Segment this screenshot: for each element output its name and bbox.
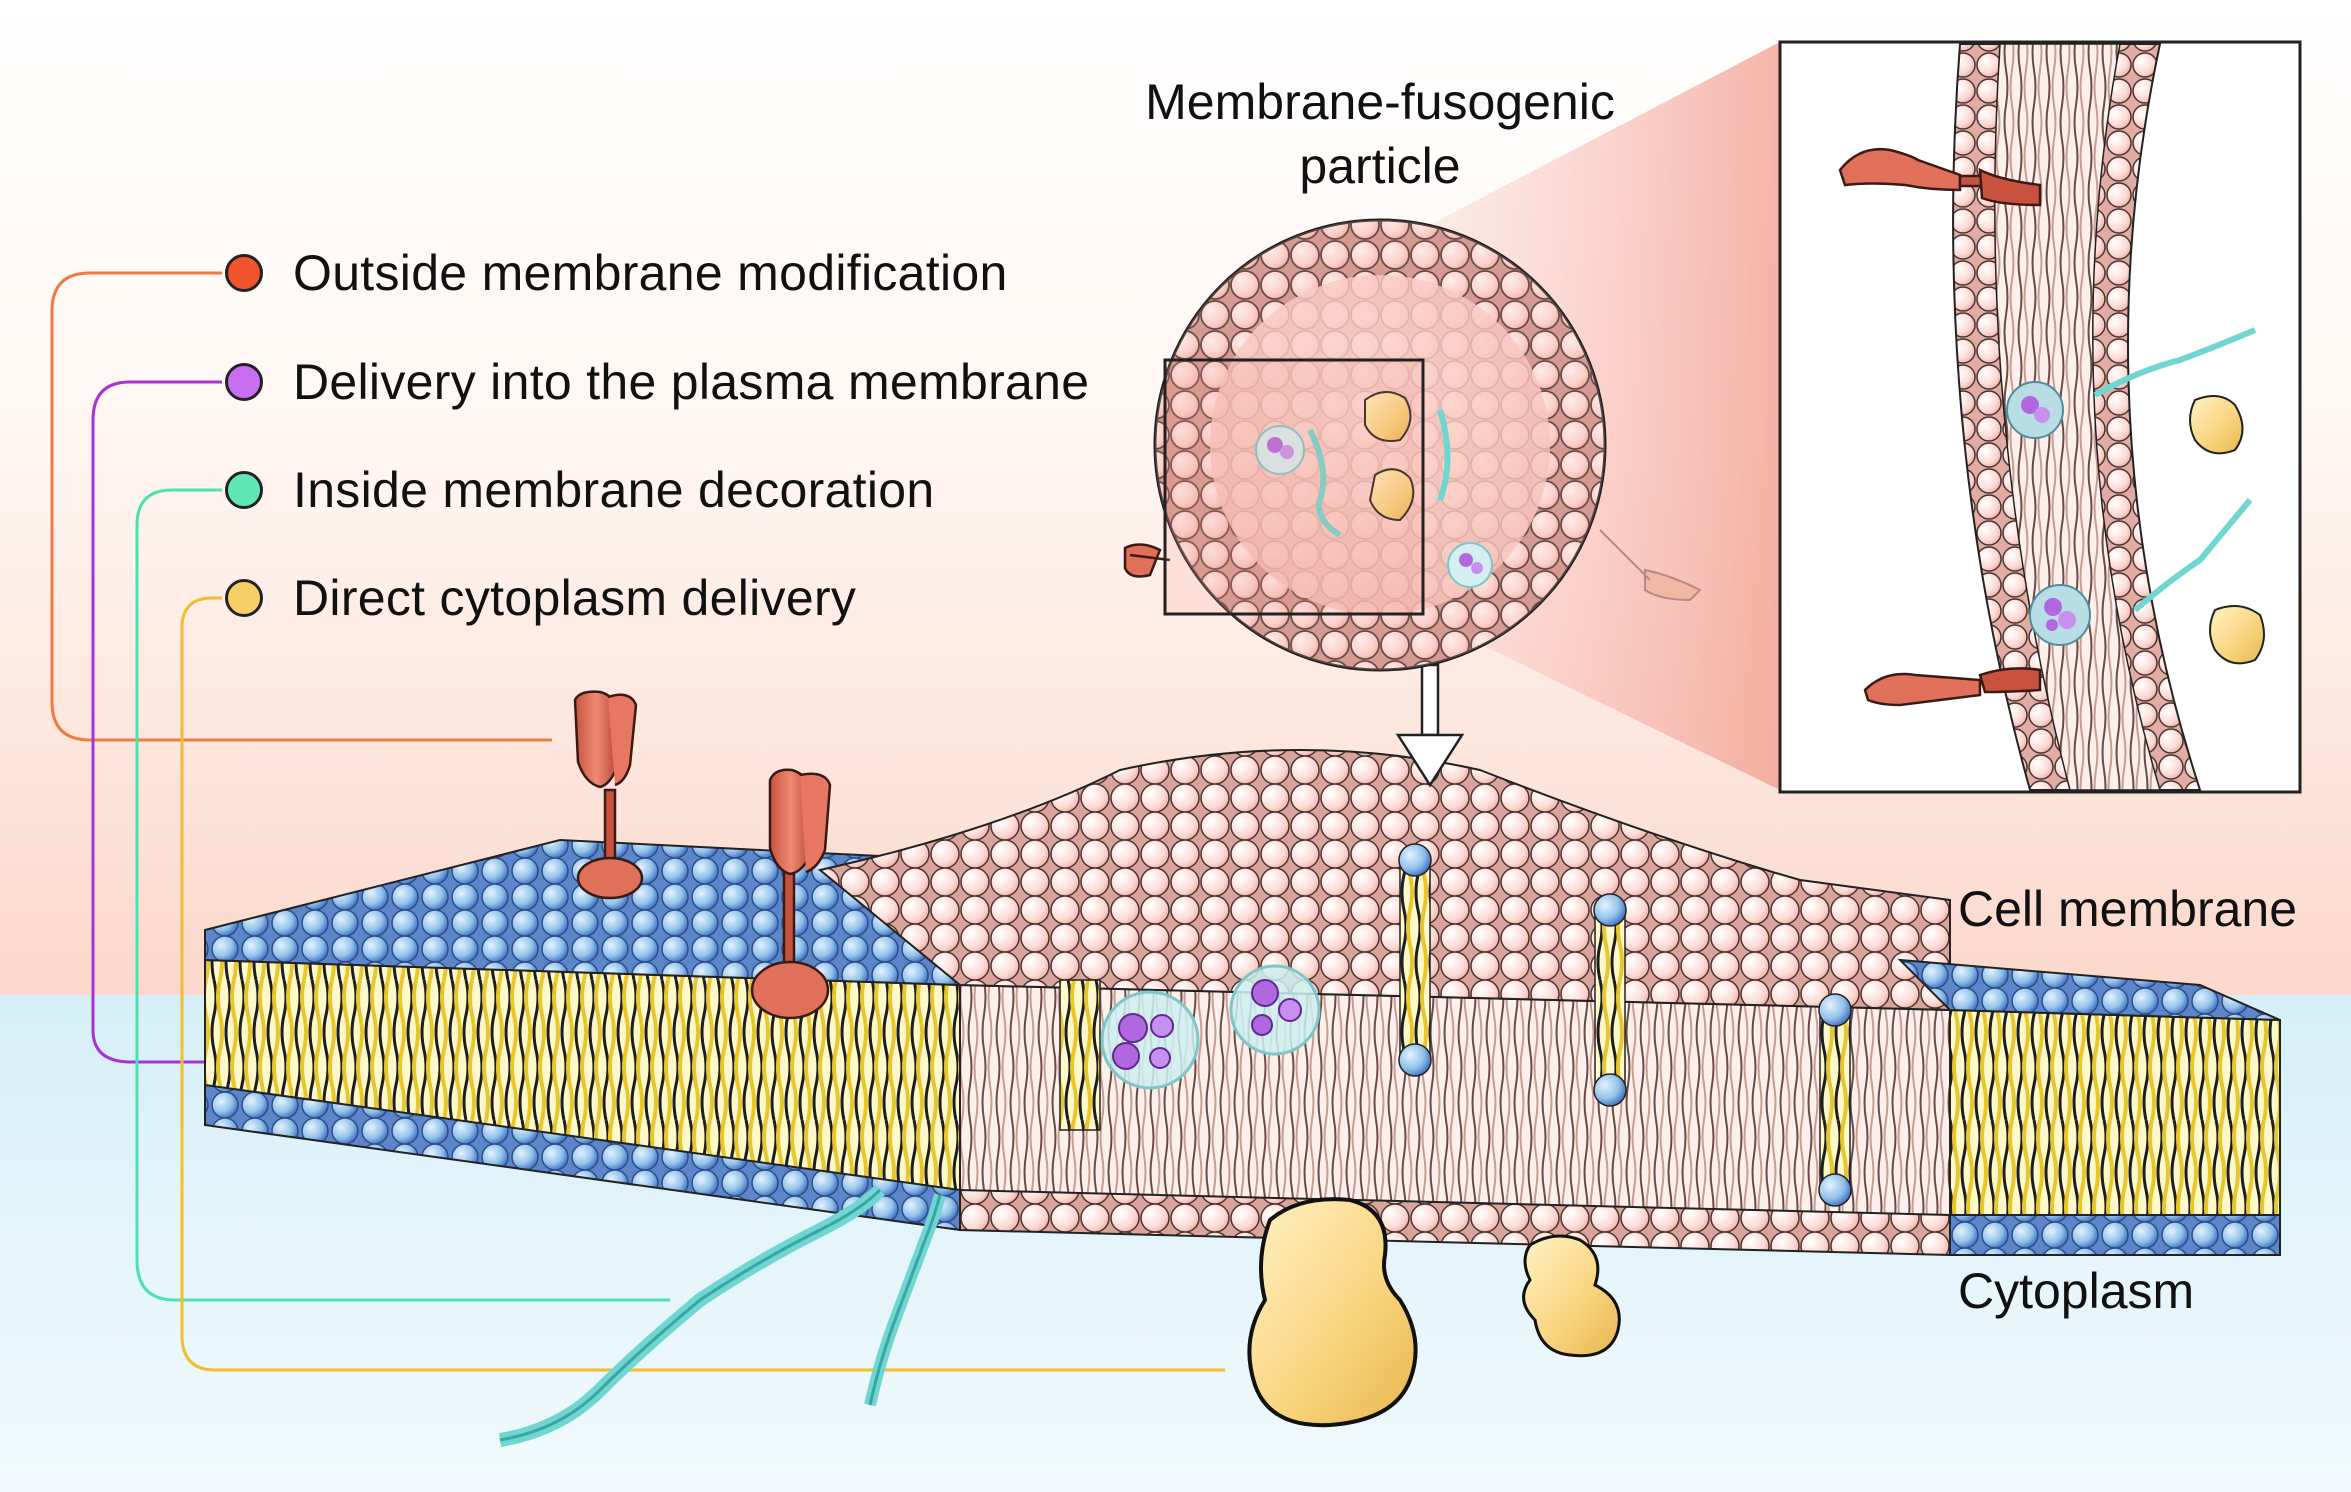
dna-strand bbox=[864, 1193, 946, 1407]
cell-membrane-label: Cell membrane bbox=[1958, 881, 2298, 937]
zoom-box bbox=[1163, 358, 1425, 616]
membrane-protein bbox=[750, 768, 832, 1020]
membrane-top-right bbox=[1897, 958, 2281, 1021]
connector-plasma-membrane bbox=[91, 380, 1085, 1064]
membrane-top-left bbox=[204, 838, 961, 987]
connector-inside-decoration bbox=[135, 488, 670, 1302]
legend-item-inside-decoration: Inside membrane decoration bbox=[225, 460, 935, 520]
lipid-column bbox=[1399, 859, 1431, 1061]
membrane-fusion-mound bbox=[817, 749, 1951, 1012]
legend-label: Inside membrane decoration bbox=[293, 462, 935, 518]
legend-connectors bbox=[50, 271, 1225, 1372]
cargo-protein bbox=[1522, 1234, 1621, 1358]
particle-label: Membrane-fusogenic particle bbox=[1120, 70, 1640, 198]
legend-dot-teal bbox=[225, 471, 263, 509]
inset-cargo bbox=[2189, 395, 2244, 455]
vesicle-in-membrane bbox=[1100, 990, 1200, 1090]
inset-vesicle bbox=[2006, 381, 2064, 439]
legend-dot-purple bbox=[225, 363, 263, 401]
inset-panel bbox=[1778, 40, 2302, 794]
lipid-column bbox=[1819, 1009, 1851, 1191]
particle-label-line2: particle bbox=[1299, 138, 1461, 194]
legend-dot-orange bbox=[225, 254, 263, 292]
legend-label: Outside membrane modification bbox=[293, 245, 1008, 301]
inset-dna bbox=[2093, 327, 2257, 398]
connector-outside-modification bbox=[50, 271, 552, 742]
vesicle-in-membrane bbox=[1229, 964, 1321, 1056]
legend-item-plasma-membrane: Delivery into the plasma membrane bbox=[225, 352, 1089, 412]
lipid-column bbox=[1059, 979, 1101, 1131]
legend-item-cytoplasm-delivery: Direct cytoplasm delivery bbox=[225, 568, 856, 628]
dna-strand bbox=[498, 1184, 885, 1447]
inset-vesicle bbox=[2029, 584, 2091, 646]
inset-dna bbox=[2133, 498, 2253, 613]
inset-protein bbox=[1863, 667, 2042, 707]
fusion-arrow bbox=[1395, 663, 1465, 788]
legend-label: Delivery into the plasma membrane bbox=[293, 354, 1090, 410]
cytoplasm-label: Cytoplasm bbox=[1958, 1263, 2195, 1319]
particle-label-line1: Membrane-fusogenic bbox=[1145, 74, 1615, 130]
cell-membrane bbox=[204, 749, 2281, 1257]
legend-item-outside-modification: Outside membrane modification bbox=[225, 243, 1008, 303]
inset-cargo bbox=[2209, 605, 2265, 665]
membrane-side-right bbox=[1949, 1008, 2281, 1241]
membrane-protein bbox=[573, 690, 644, 900]
legend-dot-yellow bbox=[225, 579, 263, 617]
lipid-column bbox=[1594, 909, 1626, 1091]
connector-cytoplasm-delivery bbox=[180, 596, 1225, 1372]
inset-protein bbox=[1838, 147, 2042, 207]
legend-label: Direct cytoplasm delivery bbox=[293, 570, 857, 626]
cargo-protein bbox=[1247, 1197, 1418, 1428]
